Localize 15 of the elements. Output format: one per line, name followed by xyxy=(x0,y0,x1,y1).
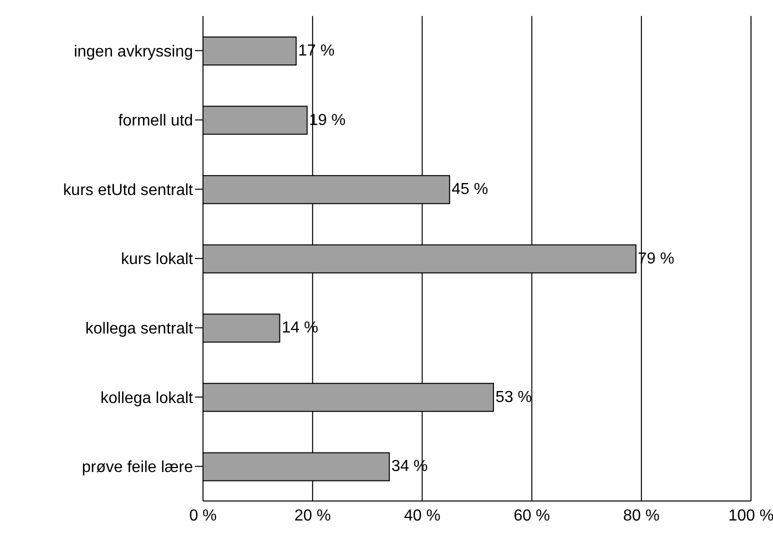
x-tick-label: 0 % xyxy=(189,507,217,524)
y-tick-label: ingen avkryssing xyxy=(74,43,193,60)
x-tick-label: 60 % xyxy=(514,507,550,524)
y-tick-label: formell utd xyxy=(118,112,193,130)
data-label: 53 % xyxy=(495,388,532,406)
x-tick-label: 80 % xyxy=(623,507,660,524)
y-tick-label: kurs lokalt xyxy=(120,251,194,268)
data-label: 45 % xyxy=(452,181,488,198)
y-tick-label: kollega lokalt xyxy=(100,390,194,407)
x-tick-label: 100 % xyxy=(728,507,773,524)
x-tick-label: 20 % xyxy=(294,507,331,524)
y-tick-label: kurs etUtd sentralt xyxy=(63,182,194,199)
x-tick-label: 40 % xyxy=(404,507,440,524)
y-tick-label: prøve feile lære xyxy=(82,459,194,476)
y-tick-label: kollega sentralt xyxy=(85,320,194,338)
